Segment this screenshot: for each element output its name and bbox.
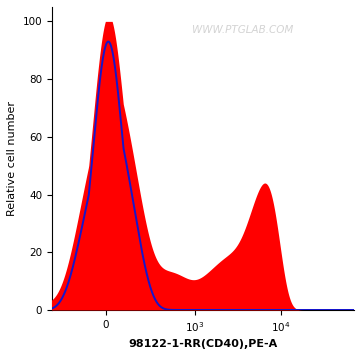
Text: WWW.PTGLAB.COM: WWW.PTGLAB.COM — [192, 25, 293, 35]
X-axis label: 98122-1-RR(CD40),PE-A: 98122-1-RR(CD40),PE-A — [128, 339, 278, 349]
Y-axis label: Relative cell number: Relative cell number — [7, 101, 17, 216]
